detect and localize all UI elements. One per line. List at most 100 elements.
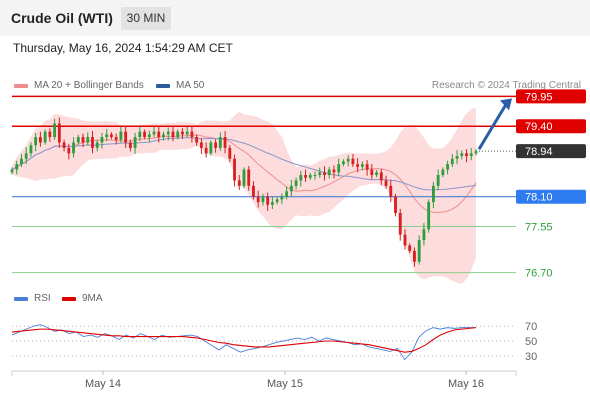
- chart-header: Crude Oil (WTI) 30 MIN: [0, 0, 590, 36]
- level-label-76-70: 76.70: [525, 268, 553, 280]
- candle-body: [242, 169, 246, 186]
- candle-body: [20, 158, 23, 165]
- timeframe-button[interactable]: 30 MIN: [121, 7, 171, 30]
- candle-body: [294, 180, 298, 186]
- candle-body: [100, 137, 104, 143]
- candle-body: [285, 191, 289, 197]
- candle-body: [441, 169, 445, 176]
- candle-body: [351, 158, 355, 165]
- candle-body: [356, 164, 360, 167]
- candle-body: [24, 153, 28, 159]
- candle-body: [110, 134, 113, 138]
- candle-body: [76, 137, 80, 143]
- candle-body: [171, 131, 175, 138]
- candle-body: [403, 234, 407, 246]
- candle-body: [53, 123, 57, 138]
- rsi-tick-50: 50: [525, 336, 537, 348]
- candle-body: [209, 142, 213, 154]
- level-tag-79-40: [516, 119, 586, 134]
- candle-body: [91, 137, 94, 148]
- candle-body: [261, 196, 265, 203]
- candle-body: [460, 153, 464, 157]
- forecast-arrowhead: [500, 98, 512, 111]
- level-tag-79-95: [516, 89, 586, 104]
- candle-body: [370, 169, 374, 176]
- ma50-label: MA 50: [176, 80, 205, 91]
- x-label-may-15: May 15: [267, 378, 303, 390]
- candle-body: [431, 185, 435, 203]
- candle-body: [247, 169, 251, 186]
- candle-body: [346, 158, 350, 162]
- candle-body: [384, 180, 388, 186]
- ma50-swatch: [156, 83, 170, 88]
- candle-body: [48, 131, 52, 138]
- legend-ma20: MA 20 + Bollinger Bands: [14, 80, 144, 91]
- candle-body: [204, 147, 208, 154]
- candle-body: [465, 153, 468, 157]
- ma9-label: 9MA: [82, 293, 103, 304]
- candle-body: [34, 137, 38, 146]
- instrument-title: Crude Oil (WTI): [11, 10, 113, 26]
- candle-body: [422, 229, 426, 241]
- candle-body: [318, 172, 322, 176]
- x-label-may-14: May 14: [85, 378, 121, 390]
- x-label-may-16: May 16: [448, 378, 484, 390]
- level-label-77-55: 77.55: [525, 222, 553, 234]
- candle-body: [72, 142, 75, 154]
- candle-body: [124, 131, 128, 143]
- candle-body: [398, 212, 402, 235]
- candle-body: [270, 202, 274, 205]
- candle-body: [195, 137, 199, 143]
- ma50-line: [11, 137, 477, 191]
- candle-body: [233, 158, 236, 181]
- candle-body: [143, 131, 146, 138]
- candle-body: [190, 131, 194, 138]
- forecast-arrow: [477, 103, 508, 150]
- candle-body: [133, 137, 137, 148]
- candle-body: [43, 131, 47, 143]
- rsi-series-rsi: [11, 324, 476, 361]
- candle-body: [427, 202, 431, 230]
- candle-body: [365, 164, 369, 170]
- legend-ma50: MA 50: [156, 80, 204, 91]
- level-label-79-40: 79.40: [525, 121, 553, 133]
- candle-body: [214, 142, 218, 148]
- candle-body: [327, 169, 331, 176]
- candle-body: [62, 142, 66, 148]
- candle-body: [289, 185, 293, 192]
- copyright: Research © 2024 Trading Central: [431, 80, 581, 91]
- candle-body: [252, 185, 255, 197]
- candle-body: [337, 164, 341, 173]
- candle-body: [323, 172, 326, 176]
- candle-body: [408, 245, 412, 251]
- candle-body: [332, 169, 336, 173]
- candle-body: [474, 151, 478, 154]
- rsi-label: RSI: [34, 293, 51, 304]
- candle-body: [199, 142, 203, 148]
- candle-body: [152, 131, 156, 135]
- legend-9ma: 9MA: [62, 293, 103, 304]
- legend-rsi: RSI: [14, 293, 51, 304]
- candle-body: [304, 175, 307, 178]
- candle-body: [308, 175, 312, 178]
- candle-body: [157, 131, 161, 138]
- candle-body: [218, 137, 222, 148]
- ma9-swatch: [62, 296, 76, 301]
- candle-body: [162, 134, 165, 138]
- candle-body: [299, 175, 303, 181]
- candle-body: [181, 131, 184, 135]
- candle-body: [450, 158, 454, 165]
- rsi-series-9ma: [11, 327, 477, 353]
- candle-body: [394, 196, 397, 213]
- candle-body: [10, 169, 14, 173]
- candle-body: [38, 137, 42, 143]
- candle-body: [114, 137, 118, 140]
- candle-body: [360, 164, 364, 167]
- bollinger-band: [12, 107, 476, 284]
- candle-body: [81, 137, 85, 143]
- candle-body: [105, 134, 109, 138]
- rsi-swatch: [14, 296, 28, 301]
- level-tag-78-10: [516, 189, 586, 204]
- candle-body: [237, 180, 241, 186]
- candle-body: [15, 164, 19, 170]
